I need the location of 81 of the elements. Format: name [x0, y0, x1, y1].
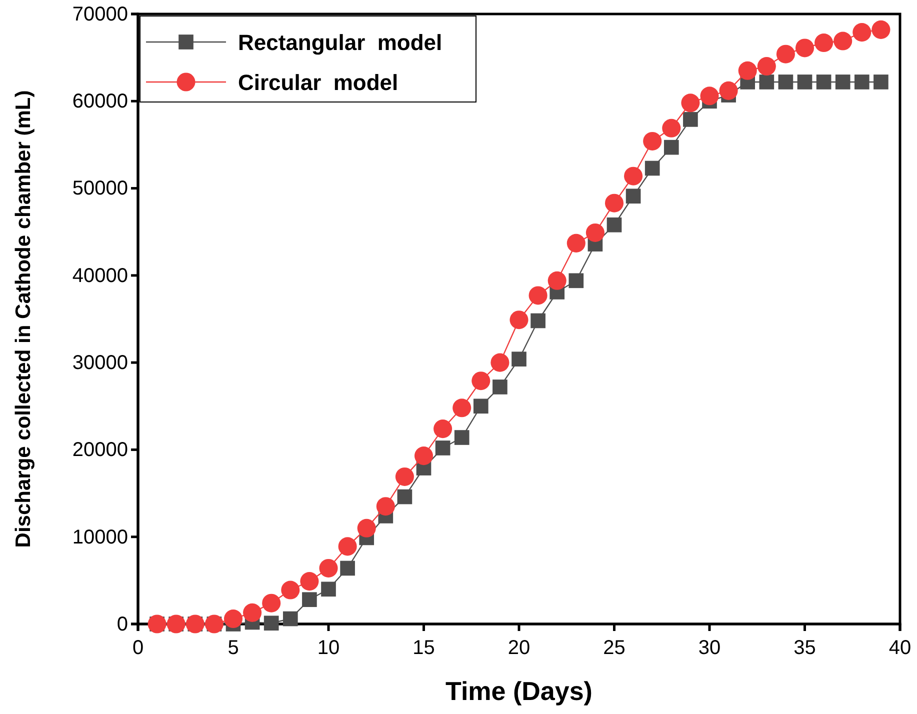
point	[397, 489, 412, 504]
point	[778, 74, 794, 90]
point	[662, 118, 681, 138]
x-tick-label: 40	[888, 637, 912, 659]
point	[490, 353, 510, 372]
x-axis-title: Time (Days)	[446, 676, 592, 706]
point	[264, 616, 279, 631]
y-tick-label: 40000	[72, 264, 128, 287]
point	[434, 420, 452, 438]
legend-label: Circular model	[238, 70, 398, 95]
point	[510, 310, 528, 330]
point	[854, 74, 870, 90]
x-tick-label: 15	[412, 637, 435, 659]
x-tick-label: 20	[508, 637, 530, 659]
point	[835, 74, 850, 90]
y-axis-title: Discharge collected in Cathode chamber (mL)	[12, 90, 35, 548]
x-tick-label: 25	[603, 637, 626, 659]
y-tick-label: 50000	[72, 178, 128, 200]
point	[626, 188, 641, 204]
y-tick-label: 70000	[72, 3, 128, 26]
point	[566, 234, 586, 252]
x-tick-label: 30	[698, 637, 721, 659]
point	[472, 372, 490, 390]
x-tick-label: 10	[317, 637, 340, 659]
point	[624, 166, 643, 186]
x-tick-label: 5	[228, 637, 239, 659]
point	[872, 20, 890, 39]
point	[664, 140, 679, 155]
point	[757, 57, 776, 76]
point	[643, 132, 662, 150]
legend-label: Rectangular model	[238, 30, 442, 55]
point	[606, 217, 622, 232]
point	[738, 61, 757, 80]
point	[797, 74, 812, 90]
point	[302, 592, 317, 608]
point	[282, 611, 298, 626]
point	[834, 32, 852, 50]
x-tick-label: 0	[132, 637, 144, 659]
point	[357, 518, 376, 538]
point	[681, 94, 700, 112]
point	[700, 86, 719, 106]
point	[376, 497, 395, 516]
point	[454, 430, 470, 445]
point	[586, 223, 604, 242]
point	[224, 610, 243, 628]
point	[719, 81, 738, 100]
point	[759, 74, 774, 90]
y-tick-label: 30000	[72, 352, 128, 374]
point	[568, 273, 584, 288]
point	[644, 160, 660, 176]
point	[852, 23, 872, 42]
point	[319, 558, 338, 578]
point	[776, 44, 795, 64]
point	[795, 38, 814, 58]
point	[604, 194, 624, 212]
point	[321, 582, 336, 597]
point	[530, 313, 546, 328]
point	[262, 594, 281, 612]
point	[492, 380, 508, 394]
point	[528, 286, 548, 305]
point	[340, 560, 355, 576]
point	[243, 603, 262, 622]
x-tick-label: 35	[794, 637, 816, 659]
y-tick-label: 10000	[72, 526, 128, 548]
point	[874, 74, 888, 90]
point	[512, 352, 526, 366]
point	[452, 398, 472, 418]
point	[435, 440, 450, 456]
y-tick-label: 20000	[72, 439, 128, 462]
y-tick-label: 60000	[72, 90, 128, 113]
point	[548, 271, 566, 290]
point	[816, 74, 832, 90]
point	[338, 537, 357, 556]
point	[414, 446, 434, 466]
point	[814, 34, 834, 52]
point	[395, 467, 414, 486]
point	[281, 580, 300, 600]
point	[300, 572, 319, 591]
point	[473, 398, 488, 414]
y-tick-label: 0	[116, 613, 128, 636]
point	[683, 112, 698, 127]
